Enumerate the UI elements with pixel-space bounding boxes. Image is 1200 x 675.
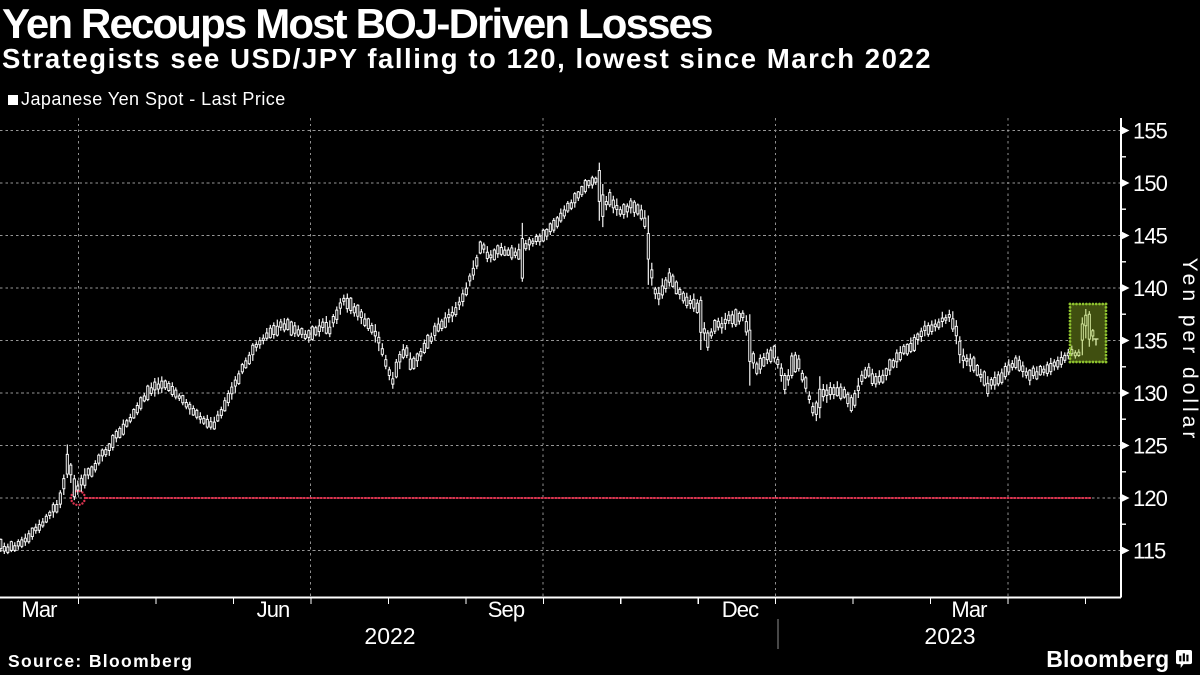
svg-text:Jun: Jun xyxy=(257,597,290,622)
svg-text:135: 135 xyxy=(1133,329,1168,354)
svg-text:Yen per dollar: Yen per dollar xyxy=(1178,258,1200,443)
svg-text:155: 155 xyxy=(1133,119,1168,144)
svg-text:2023: 2023 xyxy=(924,623,975,649)
svg-text:125: 125 xyxy=(1133,434,1168,459)
svg-text:120: 120 xyxy=(1133,486,1168,511)
svg-text:Mar: Mar xyxy=(21,597,57,622)
svg-text:115: 115 xyxy=(1133,539,1166,564)
svg-text:145: 145 xyxy=(1133,224,1168,249)
svg-text:130: 130 xyxy=(1133,381,1168,406)
svg-text:150: 150 xyxy=(1133,171,1168,196)
svg-text:140: 140 xyxy=(1133,276,1168,301)
svg-text:Dec: Dec xyxy=(722,597,759,622)
svg-text:2022: 2022 xyxy=(364,623,415,649)
svg-text:Sep: Sep xyxy=(488,597,525,622)
svg-text:Mar: Mar xyxy=(951,597,987,622)
